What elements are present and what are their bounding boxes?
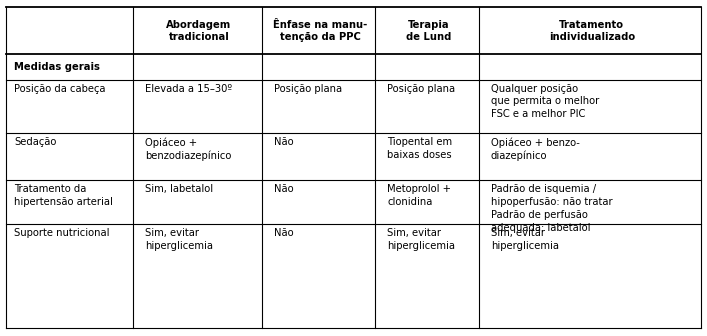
Text: Sim, evitar
hiperglicemia: Sim, evitar hiperglicemia: [491, 228, 559, 251]
Text: Terapia
de Lund: Terapia de Lund: [406, 19, 452, 42]
Text: Posição plana: Posição plana: [387, 84, 455, 94]
Text: Posição plana: Posição plana: [274, 84, 341, 94]
Text: Não: Não: [274, 228, 293, 238]
Text: Abordagem
tradicional: Abordagem tradicional: [166, 19, 232, 42]
Text: Sim, evitar
hiperglicemia: Sim, evitar hiperglicemia: [387, 228, 455, 251]
Text: Sim, evitar
hiperglicemia: Sim, evitar hiperglicemia: [145, 228, 213, 251]
Text: Tiopental em
baixas doses: Tiopental em baixas doses: [387, 137, 452, 160]
Text: Posição da cabeça: Posição da cabeça: [14, 84, 105, 94]
Text: Tratamento
individualizado: Tratamento individualizado: [549, 19, 635, 42]
Text: Medidas gerais: Medidas gerais: [14, 62, 100, 72]
Text: Sedação: Sedação: [14, 137, 57, 148]
Text: Não: Não: [274, 137, 293, 148]
Text: Qualquer posição
que permita o melhor
FSC e a melhor PIC: Qualquer posição que permita o melhor FS…: [491, 84, 599, 119]
Text: Sim, labetalol: Sim, labetalol: [145, 184, 213, 195]
Text: Opiáceo +
benzodiazepínico: Opiáceo + benzodiazepínico: [145, 137, 231, 161]
Text: Ênfase na manu-
tenção da PPC: Ênfase na manu- tenção da PPC: [273, 19, 368, 42]
Text: Tratamento da
hipertensão arterial: Tratamento da hipertensão arterial: [14, 184, 113, 207]
Text: Opiáceo + benzo-
diazepínico: Opiáceo + benzo- diazepínico: [491, 137, 580, 161]
Text: Metoprolol +
clonidina: Metoprolol + clonidina: [387, 184, 452, 207]
Text: Não: Não: [274, 184, 293, 195]
Text: Suporte nutricional: Suporte nutricional: [14, 228, 110, 238]
Text: Elevada a 15–30º: Elevada a 15–30º: [145, 84, 232, 94]
Text: Padrão de isquemia /
hipoperfusão: não tratar
Padrão de perfusão
adequada: labet: Padrão de isquemia / hipoperfusão: não t…: [491, 184, 612, 233]
